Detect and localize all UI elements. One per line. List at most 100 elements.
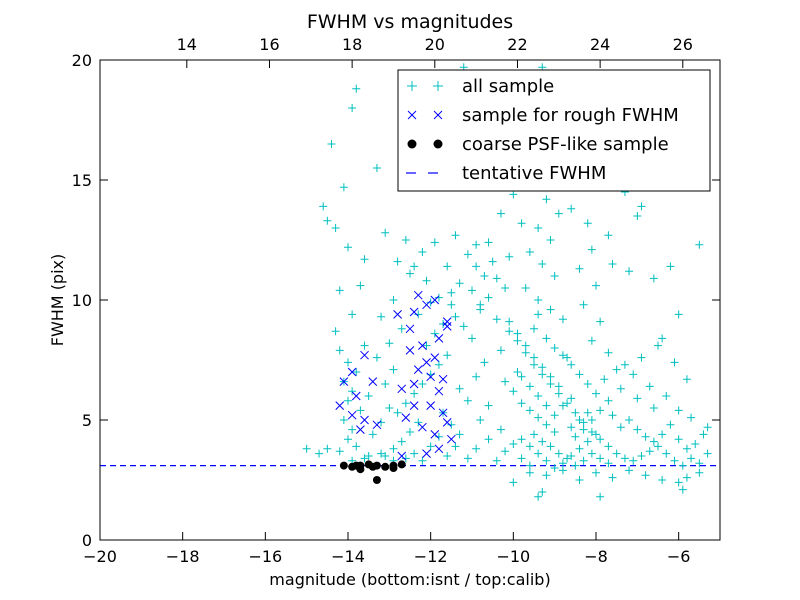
x-tick-label: −6	[667, 547, 691, 566]
point	[414, 310, 423, 319]
point	[455, 430, 464, 439]
x-tick-label: −8	[584, 547, 608, 566]
point	[662, 449, 671, 458]
point	[571, 408, 580, 417]
point	[567, 360, 576, 369]
y-tick-label: 10	[72, 291, 92, 310]
point	[662, 392, 671, 400]
point	[422, 449, 431, 458]
point	[468, 334, 476, 343]
point	[418, 380, 427, 388]
point	[550, 344, 559, 352]
point	[579, 418, 588, 427]
point	[674, 435, 683, 444]
point	[426, 372, 436, 382]
point	[604, 348, 613, 357]
legend-symbol-rough-fwhm	[407, 110, 443, 120]
point	[389, 444, 398, 453]
legend-label-tentative-fwhm: tentative FWHM	[462, 163, 606, 184]
point	[360, 350, 369, 360]
point	[397, 451, 407, 461]
point	[377, 312, 386, 321]
point	[517, 219, 526, 228]
point	[530, 430, 538, 439]
point	[637, 202, 646, 211]
point	[608, 260, 617, 268]
point	[356, 425, 365, 434]
point	[372, 476, 381, 484]
point	[442, 322, 452, 331]
point	[372, 420, 382, 430]
point	[575, 416, 584, 424]
axis-ticks: −20 −18 −16 −14 −12 −10 −8 −6 0 5 10 15 20 14 16 18 20 22…	[72, 35, 720, 566]
point	[563, 454, 572, 463]
legend-label-all-sample: all sample	[462, 76, 554, 97]
point	[596, 435, 605, 444]
point	[492, 456, 501, 465]
legend-label-rough-fwhm: sample for rough FWHM	[462, 105, 679, 126]
point	[625, 267, 634, 276]
point	[323, 216, 332, 225]
point	[446, 434, 456, 444]
point	[546, 372, 555, 381]
point	[695, 240, 704, 249]
y-tick-label: 15	[72, 171, 92, 190]
point	[604, 396, 613, 405]
point	[389, 365, 398, 374]
point	[406, 269, 414, 278]
point	[583, 408, 592, 417]
point	[344, 243, 352, 252]
point	[604, 231, 613, 240]
point	[571, 432, 580, 441]
legend-symbol-psf-like	[407, 139, 443, 149]
point	[434, 360, 443, 369]
point	[567, 394, 576, 403]
point	[430, 238, 439, 247]
point	[413, 365, 423, 374]
point	[534, 392, 543, 400]
point	[542, 195, 551, 204]
point	[596, 492, 605, 501]
point	[633, 425, 642, 434]
point	[538, 370, 547, 379]
point	[393, 257, 402, 266]
point	[521, 348, 530, 357]
point	[360, 255, 369, 264]
point	[418, 248, 427, 256]
legend-label-psf-like: coarse PSF-like sample	[462, 134, 669, 155]
point	[364, 392, 373, 400]
point	[434, 444, 444, 454]
point	[550, 428, 559, 436]
point	[682, 375, 691, 384]
point	[501, 377, 510, 386]
point	[509, 387, 518, 396]
point	[517, 454, 526, 463]
point	[347, 410, 357, 420]
point	[335, 286, 344, 295]
point	[554, 389, 563, 398]
point	[620, 454, 629, 463]
point	[554, 209, 563, 218]
point	[468, 286, 476, 295]
point	[525, 468, 534, 477]
point	[389, 296, 398, 304]
point	[658, 430, 667, 439]
point	[525, 461, 534, 470]
top-tick-label: 14	[177, 35, 197, 54]
point	[339, 461, 348, 470]
point	[625, 466, 634, 475]
point	[538, 260, 547, 268]
point	[426, 401, 436, 410]
point	[600, 375, 609, 384]
point	[302, 444, 311, 453]
point	[641, 432, 650, 441]
point	[496, 209, 505, 218]
point	[352, 368, 361, 376]
point	[331, 224, 340, 232]
point	[434, 334, 444, 343]
point	[397, 324, 406, 333]
point	[393, 408, 402, 417]
point	[488, 257, 497, 266]
point	[592, 468, 600, 477]
point	[401, 236, 410, 244]
